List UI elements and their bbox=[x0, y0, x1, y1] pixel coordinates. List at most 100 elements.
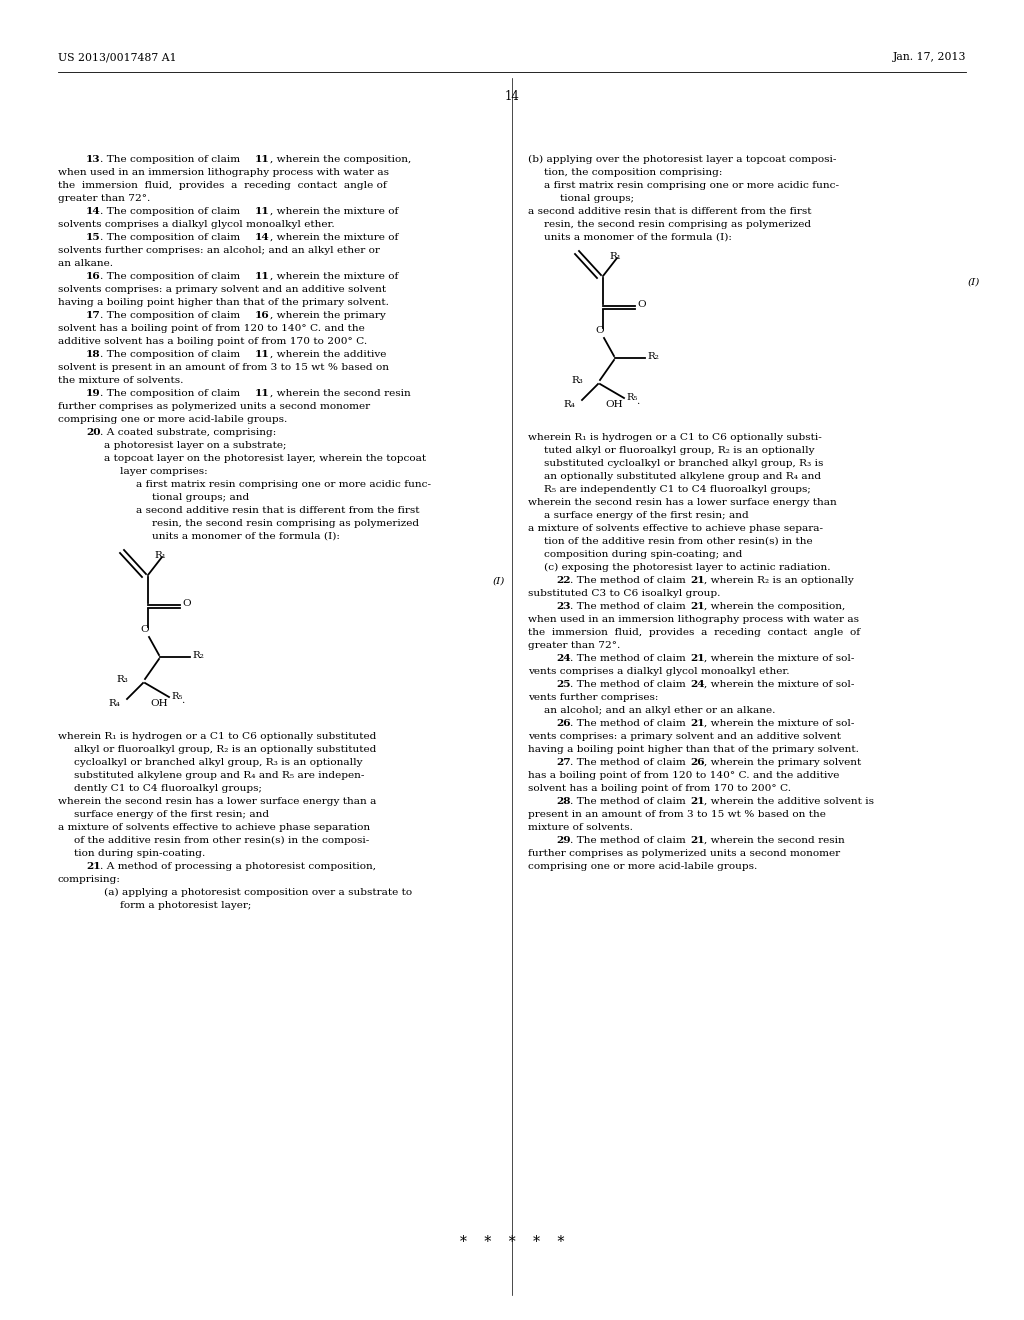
Text: . The composition of claim: . The composition of claim bbox=[100, 154, 244, 164]
Text: having a boiling point higher than that of the primary solvent.: having a boiling point higher than that … bbox=[528, 744, 859, 754]
Text: comprising one or more acid-labile groups.: comprising one or more acid-labile group… bbox=[58, 414, 288, 424]
Text: 14: 14 bbox=[86, 207, 100, 216]
Text: solvent is present in an amount of from 3 to 15 wt % based on: solvent is present in an amount of from … bbox=[58, 363, 389, 372]
Text: 24: 24 bbox=[690, 680, 705, 689]
Text: 21: 21 bbox=[690, 836, 705, 845]
Text: . The method of claim: . The method of claim bbox=[570, 719, 689, 729]
Text: of the additive resin from other resin(s) in the composi-: of the additive resin from other resin(s… bbox=[74, 836, 370, 845]
Text: 23: 23 bbox=[556, 602, 570, 611]
Text: (b) applying over the photoresist layer a topcoat composi-: (b) applying over the photoresist layer … bbox=[528, 154, 837, 164]
Text: 27: 27 bbox=[556, 758, 570, 767]
Text: 11: 11 bbox=[255, 207, 269, 216]
Text: substituted C3 to C6 isoalkyl group.: substituted C3 to C6 isoalkyl group. bbox=[528, 589, 721, 598]
Text: 16: 16 bbox=[86, 272, 100, 281]
Text: O: O bbox=[595, 326, 603, 335]
Text: R₂: R₂ bbox=[193, 651, 204, 660]
Text: 26: 26 bbox=[690, 758, 705, 767]
Text: , wherein the additive solvent is: , wherein the additive solvent is bbox=[705, 797, 874, 807]
Text: present in an amount of from 3 to 15 wt % based on the: present in an amount of from 3 to 15 wt … bbox=[528, 810, 826, 818]
Text: resin, the second resin comprising as polymerized: resin, the second resin comprising as po… bbox=[152, 519, 419, 528]
Text: . The method of claim: . The method of claim bbox=[570, 653, 689, 663]
Text: R₄: R₄ bbox=[108, 700, 120, 708]
Text: surface energy of the first resin; and: surface energy of the first resin; and bbox=[74, 810, 269, 818]
Text: 25: 25 bbox=[556, 680, 570, 689]
Text: , wherein the second resin: , wherein the second resin bbox=[270, 389, 411, 399]
Text: 22: 22 bbox=[556, 576, 570, 585]
Text: mixture of solvents.: mixture of solvents. bbox=[528, 822, 633, 832]
Text: (I): (I) bbox=[968, 279, 980, 286]
Text: a mixture of solvents effective to achieve phase separation: a mixture of solvents effective to achie… bbox=[58, 822, 370, 832]
Text: 15: 15 bbox=[86, 234, 100, 242]
Text: OH: OH bbox=[150, 700, 168, 708]
Text: O: O bbox=[140, 624, 148, 634]
Text: layer comprises:: layer comprises: bbox=[120, 467, 208, 477]
Text: form a photoresist layer;: form a photoresist layer; bbox=[120, 902, 251, 909]
Text: comprising one or more acid-labile groups.: comprising one or more acid-labile group… bbox=[528, 862, 758, 871]
Text: substituted alkylene group and R₄ and R₅ are indepen-: substituted alkylene group and R₄ and R₅… bbox=[74, 771, 365, 780]
Text: wherein the second resin has a lower surface energy than: wherein the second resin has a lower sur… bbox=[528, 498, 837, 507]
Text: (c) exposing the photoresist layer to actinic radiation.: (c) exposing the photoresist layer to ac… bbox=[544, 564, 830, 572]
Text: 21: 21 bbox=[690, 719, 705, 729]
Text: *    *    *    *    *: * * * * * bbox=[460, 1236, 564, 1249]
Text: (I): (I) bbox=[493, 577, 506, 586]
Text: , wherein the mixture of: , wherein the mixture of bbox=[270, 234, 398, 242]
Text: R₁: R₁ bbox=[154, 550, 166, 560]
Text: 18: 18 bbox=[86, 350, 100, 359]
Text: 21: 21 bbox=[86, 862, 100, 871]
Text: 11: 11 bbox=[255, 350, 269, 359]
Text: a photoresist layer on a substrate;: a photoresist layer on a substrate; bbox=[104, 441, 287, 450]
Text: an alcohol; and an alkyl ether or an alkane.: an alcohol; and an alkyl ether or an alk… bbox=[544, 706, 775, 715]
Text: further comprises as polymerized units a second monomer: further comprises as polymerized units a… bbox=[528, 849, 840, 858]
Text: , wherein R₂ is an optionally: , wherein R₂ is an optionally bbox=[705, 576, 854, 585]
Text: 14: 14 bbox=[505, 90, 519, 103]
Text: wherein R₁ is hydrogen or a C1 to C6 optionally substi-: wherein R₁ is hydrogen or a C1 to C6 opt… bbox=[528, 433, 821, 442]
Text: 11: 11 bbox=[255, 154, 269, 164]
Text: R₄: R₄ bbox=[563, 400, 574, 409]
Text: 11: 11 bbox=[255, 389, 269, 399]
Text: , wherein the second resin: , wherein the second resin bbox=[705, 836, 845, 845]
Text: tion of the additive resin from other resin(s) in the: tion of the additive resin from other re… bbox=[544, 537, 813, 546]
Text: 21: 21 bbox=[690, 653, 705, 663]
Text: .: . bbox=[636, 397, 639, 407]
Text: . The composition of claim: . The composition of claim bbox=[100, 350, 244, 359]
Text: solvent has a boiling point of from 170 to 200° C.: solvent has a boiling point of from 170 … bbox=[528, 784, 792, 793]
Text: 29: 29 bbox=[556, 836, 570, 845]
Text: . The method of claim: . The method of claim bbox=[570, 758, 689, 767]
Text: (a) applying a photoresist composition over a substrate to: (a) applying a photoresist composition o… bbox=[104, 888, 412, 898]
Text: 13: 13 bbox=[86, 154, 100, 164]
Text: US 2013/0017487 A1: US 2013/0017487 A1 bbox=[58, 51, 176, 62]
Text: . The method of claim: . The method of claim bbox=[570, 797, 689, 807]
Text: a first matrix resin comprising one or more acidic func-: a first matrix resin comprising one or m… bbox=[136, 480, 431, 488]
Text: units a monomer of the formula (I):: units a monomer of the formula (I): bbox=[152, 532, 340, 541]
Text: , wherein the mixture of sol-: , wherein the mixture of sol- bbox=[705, 719, 854, 729]
Text: a first matrix resin comprising one or more acidic func-: a first matrix resin comprising one or m… bbox=[544, 181, 839, 190]
Text: . The method of claim: . The method of claim bbox=[570, 680, 689, 689]
Text: . A coated substrate, comprising:: . A coated substrate, comprising: bbox=[100, 428, 276, 437]
Text: 28: 28 bbox=[556, 797, 570, 807]
Text: R₅: R₅ bbox=[626, 393, 637, 403]
Text: R₃: R₃ bbox=[116, 675, 128, 684]
Text: . The composition of claim: . The composition of claim bbox=[100, 312, 244, 319]
Text: . The method of claim: . The method of claim bbox=[570, 576, 689, 585]
Text: 17: 17 bbox=[86, 312, 100, 319]
Text: a topcoat layer on the photoresist layer, wherein the topcoat: a topcoat layer on the photoresist layer… bbox=[104, 454, 426, 463]
Text: has a boiling point of from 120 to 140° C. and the additive: has a boiling point of from 120 to 140° … bbox=[528, 771, 840, 780]
Text: wherein the second resin has a lower surface energy than a: wherein the second resin has a lower sur… bbox=[58, 797, 377, 807]
Text: R₁: R₁ bbox=[609, 252, 621, 261]
Text: 26: 26 bbox=[556, 719, 570, 729]
Text: units a monomer of the formula (I):: units a monomer of the formula (I): bbox=[544, 234, 732, 242]
Text: 24: 24 bbox=[556, 653, 570, 663]
Text: a second additive resin that is different from the first: a second additive resin that is differen… bbox=[528, 207, 811, 216]
Text: vents comprises: a primary solvent and an additive solvent: vents comprises: a primary solvent and a… bbox=[528, 733, 841, 741]
Text: , wherein the additive: , wherein the additive bbox=[270, 350, 386, 359]
Text: O: O bbox=[637, 300, 645, 309]
Text: solvents comprises: a primary solvent and an additive solvent: solvents comprises: a primary solvent an… bbox=[58, 285, 386, 294]
Text: the mixture of solvents.: the mixture of solvents. bbox=[58, 376, 183, 385]
Text: 19: 19 bbox=[86, 389, 100, 399]
Text: tional groups;: tional groups; bbox=[560, 194, 634, 203]
Text: additive solvent has a boiling point of from 170 to 200° C.: additive solvent has a boiling point of … bbox=[58, 337, 368, 346]
Text: vents further comprises:: vents further comprises: bbox=[528, 693, 658, 702]
Text: , wherein the composition,: , wherein the composition, bbox=[705, 602, 845, 611]
Text: vents comprises a dialkyl glycol monoalkyl ether.: vents comprises a dialkyl glycol monoalk… bbox=[528, 667, 790, 676]
Text: 20: 20 bbox=[86, 428, 100, 437]
